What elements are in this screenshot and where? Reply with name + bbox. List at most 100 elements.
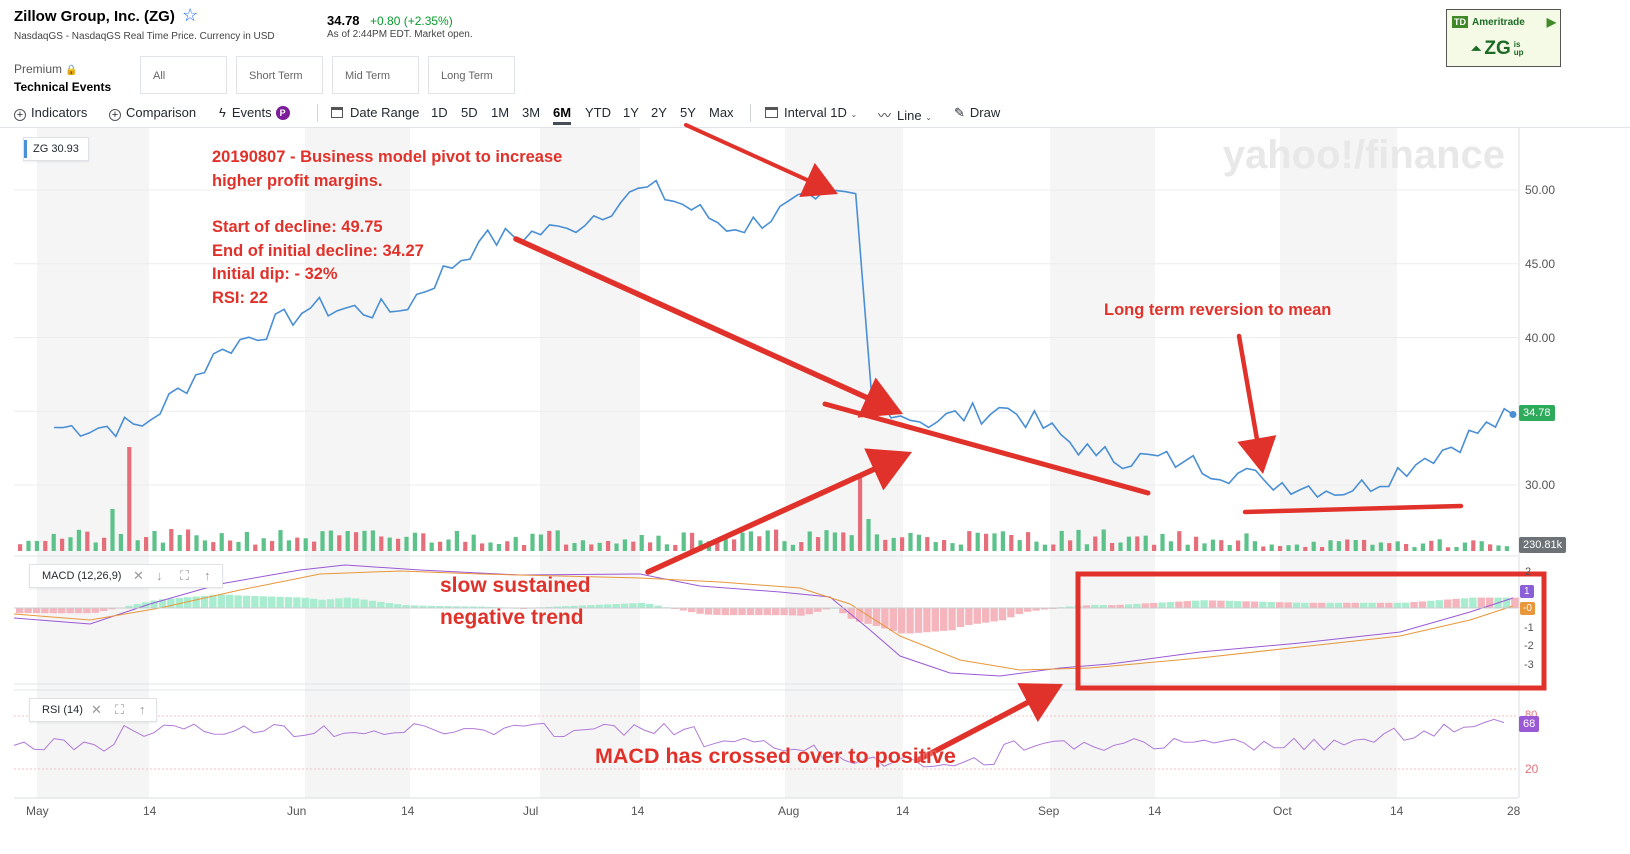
x-axis-label: Jul	[523, 804, 539, 818]
volume-bar	[765, 530, 770, 551]
interval-button[interactable]: Interval 1D ⌄	[765, 105, 857, 120]
chart-top-border	[0, 127, 1630, 128]
volume-bar	[891, 537, 896, 551]
date-range-button[interactable]: Date Range	[331, 105, 419, 120]
rsi-line	[13, 718, 1505, 768]
arrow-to-peak	[684, 123, 838, 197]
chart-type-button[interactable]: 〰 Line ⌄	[878, 105, 932, 124]
range-2y[interactable]: 2Y	[651, 105, 667, 120]
macd-hist-bar	[654, 605, 662, 608]
range-3m[interactable]: 3M	[522, 105, 541, 120]
macd-hist-bar	[889, 608, 897, 631]
symbol-legend[interactable]: ZG 30.93	[23, 137, 89, 161]
comparison-button[interactable]: + Comparison	[109, 105, 196, 121]
watchlist-star-icon[interactable]: ☆	[182, 5, 199, 25]
volume-bar	[1168, 541, 1173, 551]
pencil-icon: ✎	[954, 105, 965, 120]
macd-hist-bar	[1318, 602, 1326, 608]
volume-bar	[1404, 543, 1409, 551]
events-label: Events	[231, 105, 272, 120]
macd-hist-bar	[343, 597, 351, 608]
range-5y[interactable]: 5Y	[680, 105, 696, 120]
macd-hist-bar	[704, 608, 713, 615]
volume-bar	[135, 540, 140, 551]
volume-bar	[1152, 544, 1157, 551]
volume-bar	[538, 534, 543, 551]
expand-icon[interactable]: ⛶	[180, 568, 190, 583]
macd-hist-bar	[881, 608, 889, 629]
volume-bar	[362, 530, 367, 551]
range-1m[interactable]: 1M	[491, 105, 510, 120]
move-up-icon[interactable]: ↑	[204, 568, 211, 583]
volume-bar	[1185, 544, 1190, 551]
annotation-macd-crossover: MACD has crossed over to positive	[595, 744, 956, 768]
x-axis-label: May	[26, 804, 49, 818]
macd-hist-bar	[679, 608, 687, 611]
lightning-icon: ϟ	[219, 105, 226, 120]
volume-bar	[51, 533, 56, 551]
volume-bar	[1504, 546, 1509, 551]
volume-bar	[312, 541, 317, 551]
volume-bar	[1261, 546, 1266, 551]
volume-bar	[1286, 545, 1291, 551]
volume-bar	[1076, 529, 1081, 551]
events-button[interactable]: ϟ Events P	[219, 105, 290, 120]
volume-bar	[1252, 541, 1257, 551]
annotation-negative-trend: slow sustained negative trend	[440, 570, 591, 634]
expand-icon[interactable]: ⛶	[115, 702, 125, 717]
volume-bar	[656, 535, 661, 551]
volume-bar	[118, 533, 123, 551]
macd-hist-bar	[1435, 600, 1443, 608]
macd-hist-bar	[192, 596, 200, 608]
volume-bar	[261, 538, 266, 551]
range-5d[interactable]: 5D	[461, 105, 478, 120]
ameritrade-ad[interactable]: TD Ameritrade ▶ ⏶ ZG is up	[1446, 9, 1561, 67]
macd-legend[interactable]: MACD (12,26,9) ✕ ↓ ⛶ ↑	[29, 564, 223, 588]
volume-bar	[723, 538, 728, 551]
macd-hist-bar	[1108, 605, 1116, 608]
macd-hist-bar	[1032, 608, 1040, 611]
filter-long-term[interactable]: Long Term	[428, 56, 515, 94]
range-max[interactable]: Max	[709, 105, 734, 120]
range-1d[interactable]: 1D	[431, 105, 448, 120]
filter-all[interactable]: All	[140, 56, 227, 94]
volume-bar	[513, 536, 518, 551]
toolbar-divider	[317, 104, 318, 122]
volume-bar	[320, 531, 325, 551]
volume-bar	[186, 529, 191, 551]
move-down-icon[interactable]: ↓	[156, 568, 163, 583]
move-up-icon[interactable]: ↑	[139, 702, 146, 717]
price-line	[54, 179, 1514, 499]
macd-hist-bar	[604, 604, 612, 608]
macd-hist-bar	[234, 595, 242, 608]
x-axis-label: Aug	[778, 804, 800, 818]
indicators-button[interactable]: + Indicators	[14, 105, 87, 121]
price-tick: 50.00	[1525, 183, 1556, 197]
macd-hist-bar	[763, 608, 771, 616]
range-6m[interactable]: 6M	[553, 105, 572, 125]
volume-bar	[832, 532, 837, 551]
volume-bar	[774, 529, 779, 551]
current-price: 34.78	[327, 13, 360, 28]
volume-bar	[564, 544, 569, 551]
close-icon[interactable]: ✕	[91, 702, 102, 717]
volume-bar	[866, 519, 871, 551]
interval-icon	[765, 107, 778, 118]
price-tick: 30.00	[1525, 478, 1556, 492]
macd-hist-bar	[1393, 602, 1401, 608]
rsi-legend[interactable]: RSI (14) ✕ ⛶ ↑	[29, 698, 157, 722]
filter-mid-term[interactable]: Mid Term	[332, 56, 419, 94]
macd-hist-bar	[570, 605, 578, 608]
comparison-label: Comparison	[126, 105, 197, 120]
volume-bar	[1042, 544, 1047, 551]
filter-short-term[interactable]: Short Term	[236, 56, 323, 94]
close-icon[interactable]: ✕	[133, 568, 144, 583]
macd-hist-bar	[923, 608, 931, 633]
range-ytd[interactable]: YTD	[585, 105, 611, 120]
range-1y[interactable]: 1Y	[623, 105, 639, 120]
ad-ticker: ZG	[1484, 38, 1511, 59]
macd-hist-bar	[1292, 602, 1301, 608]
draw-button[interactable]: ✎ Draw	[954, 105, 1000, 121]
macd-hist-bar	[1376, 602, 1385, 608]
